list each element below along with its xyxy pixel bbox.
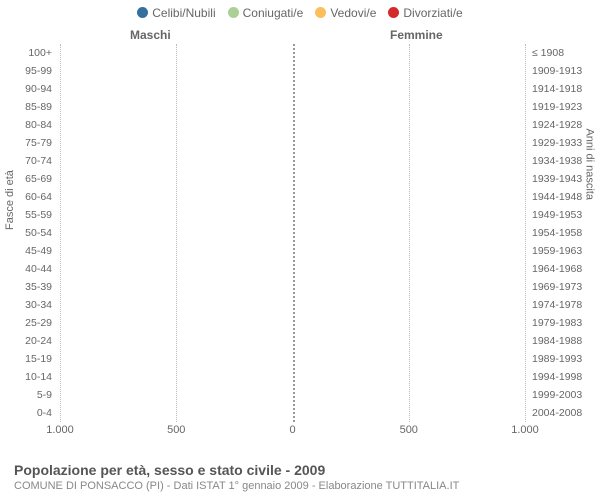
pyramid-row bbox=[60, 44, 525, 62]
age-label: 15-19 bbox=[0, 350, 56, 368]
birth-label: 1949-1953 bbox=[528, 206, 600, 224]
birth-label: 1909-1913 bbox=[528, 62, 600, 80]
birth-label: 1924-1928 bbox=[528, 116, 600, 134]
chart-title: Popolazione per età, sesso e stato civil… bbox=[14, 462, 590, 478]
legend-label: Coniugati/e bbox=[243, 6, 304, 20]
age-label: 100+ bbox=[0, 44, 56, 62]
x-tick: 500 bbox=[400, 424, 418, 436]
legend-item: Divorziati/e bbox=[388, 6, 462, 20]
pyramid-row bbox=[60, 188, 525, 206]
birth-label: 1974-1978 bbox=[528, 296, 600, 314]
pyramid-row bbox=[60, 116, 525, 134]
birth-label: 1979-1983 bbox=[528, 314, 600, 332]
age-label: 40-44 bbox=[0, 260, 56, 278]
birth-label: 1914-1918 bbox=[528, 80, 600, 98]
age-label: 55-59 bbox=[0, 206, 56, 224]
age-label: 35-39 bbox=[0, 278, 56, 296]
pyramid-row bbox=[60, 80, 525, 98]
legend-label: Celibi/Nubili bbox=[152, 6, 215, 20]
plot-area bbox=[60, 44, 525, 422]
legend-swatch bbox=[315, 7, 326, 18]
birth-label: 1994-1998 bbox=[528, 368, 600, 386]
legend-label: Divorziati/e bbox=[403, 6, 462, 20]
birth-label: 1969-1973 bbox=[528, 278, 600, 296]
birth-label: 1919-1923 bbox=[528, 98, 600, 116]
legend: Celibi/Nubili Coniugati/e Vedovi/e Divorzia… bbox=[0, 6, 600, 20]
header-female: Femmine bbox=[390, 28, 443, 42]
population-pyramid-chart: Celibi/Nubili Coniugati/e Vedovi/e Divorzia… bbox=[0, 0, 600, 500]
x-tick: 0 bbox=[289, 424, 295, 436]
age-labels: 100+95-9990-9485-8980-8475-7970-7465-696… bbox=[0, 44, 56, 422]
age-label: 70-74 bbox=[0, 152, 56, 170]
legend-swatch bbox=[388, 7, 399, 18]
legend-swatch bbox=[228, 7, 239, 18]
birth-labels: ≤ 19081909-19131914-19181919-19231924-19… bbox=[528, 44, 600, 422]
pyramid-row bbox=[60, 260, 525, 278]
pyramid-row bbox=[60, 152, 525, 170]
birth-label: 1944-1948 bbox=[528, 188, 600, 206]
legend-item: Vedovi/e bbox=[315, 6, 376, 20]
birth-label: 1939-1943 bbox=[528, 170, 600, 188]
age-label: 20-24 bbox=[0, 332, 56, 350]
age-label: 75-79 bbox=[0, 134, 56, 152]
birth-label: 1964-1968 bbox=[528, 260, 600, 278]
birth-label: 1929-1933 bbox=[528, 134, 600, 152]
pyramid-row bbox=[60, 134, 525, 152]
age-label: 10-14 bbox=[0, 368, 56, 386]
pyramid-row bbox=[60, 278, 525, 296]
birth-label: 2004-2008 bbox=[528, 404, 600, 422]
pyramid-row bbox=[60, 314, 525, 332]
pyramid-row bbox=[60, 98, 525, 116]
age-label: 65-69 bbox=[0, 170, 56, 188]
pyramid-row bbox=[60, 386, 525, 404]
birth-label: 1999-2003 bbox=[528, 386, 600, 404]
birth-label: 1989-1993 bbox=[528, 350, 600, 368]
pyramid-row bbox=[60, 296, 525, 314]
age-label: 85-89 bbox=[0, 98, 56, 116]
age-label: 45-49 bbox=[0, 242, 56, 260]
age-label: 80-84 bbox=[0, 116, 56, 134]
age-label: 60-64 bbox=[0, 188, 56, 206]
birth-label: 1959-1963 bbox=[528, 242, 600, 260]
pyramid-row bbox=[60, 206, 525, 224]
chart-subtitle: COMUNE DI PONSACCO (PI) - Dati ISTAT 1° … bbox=[14, 480, 590, 492]
pyramid-row bbox=[60, 350, 525, 368]
age-label: 25-29 bbox=[0, 314, 56, 332]
x-tick: 1.000 bbox=[46, 424, 74, 436]
bars bbox=[60, 44, 525, 422]
pyramid-row bbox=[60, 224, 525, 242]
x-tick: 500 bbox=[167, 424, 185, 436]
age-label: 95-99 bbox=[0, 62, 56, 80]
pyramid-row bbox=[60, 332, 525, 350]
age-label: 90-94 bbox=[0, 80, 56, 98]
pyramid-row bbox=[60, 242, 525, 260]
age-label: 0-4 bbox=[0, 404, 56, 422]
age-label: 5-9 bbox=[0, 386, 56, 404]
birth-label: ≤ 1908 bbox=[528, 44, 600, 62]
pyramid-row bbox=[60, 404, 525, 422]
x-tick: 1.000 bbox=[511, 424, 539, 436]
legend-label: Vedovi/e bbox=[330, 6, 376, 20]
age-label: 50-54 bbox=[0, 224, 56, 242]
x-axis: 1.00050005001.000 bbox=[60, 424, 525, 440]
age-label: 30-34 bbox=[0, 296, 56, 314]
birth-label: 1934-1938 bbox=[528, 152, 600, 170]
legend-item: Celibi/Nubili bbox=[137, 6, 215, 20]
grid-line bbox=[525, 44, 526, 422]
birth-label: 1984-1988 bbox=[528, 332, 600, 350]
birth-label: 1954-1958 bbox=[528, 224, 600, 242]
header-male: Maschi bbox=[130, 28, 171, 42]
legend-item: Coniugati/e bbox=[228, 6, 304, 20]
pyramid-row bbox=[60, 170, 525, 188]
legend-swatch bbox=[137, 7, 148, 18]
pyramid-row bbox=[60, 368, 525, 386]
footer: Popolazione per età, sesso e stato civil… bbox=[14, 462, 590, 492]
pyramid-row bbox=[60, 62, 525, 80]
